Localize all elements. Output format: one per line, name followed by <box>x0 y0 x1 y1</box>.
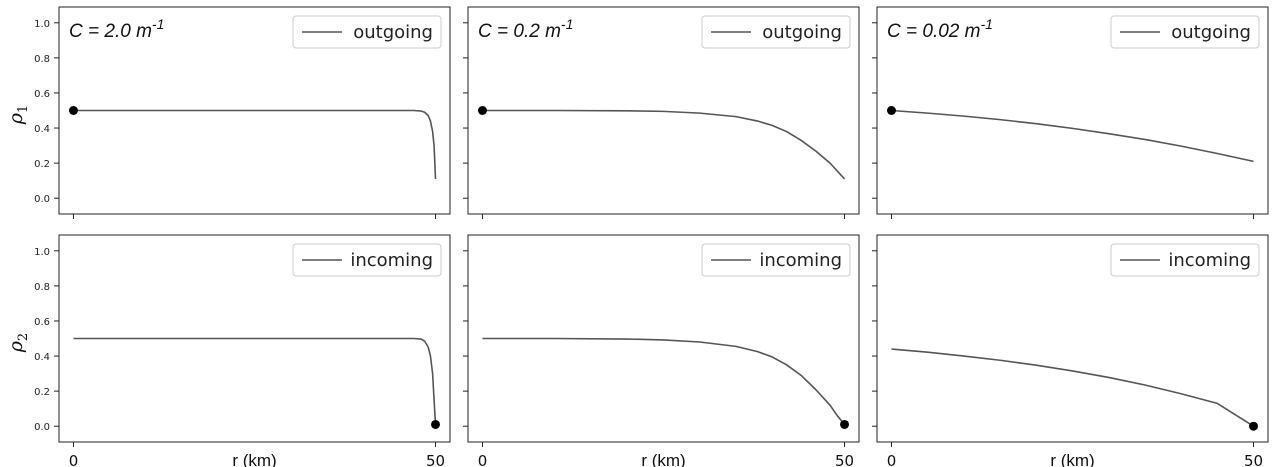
legend-label: incoming <box>759 250 842 271</box>
boundary-point-marker <box>1249 421 1259 431</box>
y-tick-label: 0.0 <box>34 422 50 433</box>
y-axis-label-symbol: ρ <box>5 112 27 125</box>
x-tick-label: 50 <box>426 452 445 467</box>
axes-frame <box>876 6 1269 215</box>
boundary-point-marker <box>886 106 896 115</box>
legend-label: outgoing <box>762 22 842 43</box>
subplot-r0c2: C = 0.02 m-1 outgoing <box>872 6 1269 219</box>
legend-box <box>1110 15 1260 49</box>
y-axis-label-symbol: ρ <box>5 340 27 353</box>
legend-box <box>1110 243 1260 277</box>
y-tick-label: 1.0 <box>34 19 50 30</box>
legend: outgoing <box>1110 15 1260 49</box>
y-axis-label: ρ1 <box>5 105 31 125</box>
series-line <box>891 109 1254 163</box>
y-tick-label: 0.0 <box>34 194 50 205</box>
axes-frame <box>58 6 451 215</box>
subplot-r0c1: C = 0.2 m-1 outgoing <box>463 6 860 219</box>
subplot-r1c1: 0 50 r (km) incoming <box>463 234 860 467</box>
legend-label: incoming <box>350 250 433 271</box>
boundary-point-marker <box>840 419 850 429</box>
y-tick-label: 0.8 <box>34 54 50 65</box>
legend-box <box>701 15 851 49</box>
series-line <box>482 109 846 180</box>
legend: outgoing <box>701 15 851 49</box>
boundary-point-marker <box>431 419 441 429</box>
x-axis-label: r (km) <box>232 451 276 467</box>
x-tick-label: 50 <box>835 452 854 467</box>
legend-box <box>701 243 851 277</box>
axes-frame <box>876 234 1269 443</box>
annotation-main: C = 0.02 m <box>887 21 980 42</box>
x-tick-label: 50 <box>1244 452 1263 467</box>
boundary-point-marker <box>68 106 78 115</box>
y-tick-label: 0.4 <box>34 124 50 135</box>
boundary-point-marker <box>477 106 487 115</box>
parameter-annotation: C = 0.02 m-1 <box>887 16 993 42</box>
x-tick-label: 0 <box>69 452 79 467</box>
axes-frame <box>58 234 451 443</box>
axes-frame <box>467 234 860 443</box>
x-axis-label: r (km) <box>641 451 685 467</box>
y-axis-label-subscript: 2 <box>16 333 31 341</box>
parameter-annotation: C = 0.2 m-1 <box>478 16 573 42</box>
y-tick-label: 1.0 <box>34 247 50 258</box>
subplot-r1c2: 0 50 r (km) incoming <box>872 234 1269 467</box>
parameter-annotation: C = 2.0 m-1 <box>69 16 164 42</box>
legend-label: incoming <box>1168 250 1251 271</box>
subplot-r1c0: 0.0 0.2 0.4 0.6 0.8 1.0 0 50 r (km) ρ2 incoming <box>5 234 451 467</box>
x-tick-label: 0 <box>887 452 897 467</box>
y-tick-label: 0.2 <box>34 159 50 170</box>
annotation-superscript: -1 <box>980 16 992 32</box>
y-tick-label: 0.6 <box>34 89 50 100</box>
legend-label: outgoing <box>353 22 433 43</box>
annotation-superscript: -1 <box>152 16 164 32</box>
y-tick-label: 0.4 <box>34 352 50 363</box>
annotation-main: C = 2.0 m <box>69 21 152 42</box>
axes-frame <box>467 6 860 215</box>
y-tick-label: 0.8 <box>34 282 50 293</box>
subplot-r0c0: 0.0 0.2 0.4 0.6 0.8 1.0 ρ1 C = 2.0 m-1 outgoing <box>5 6 451 219</box>
legend-box <box>292 15 442 49</box>
series-line <box>891 348 1254 427</box>
legend-box <box>292 243 442 277</box>
legend: incoming <box>701 243 851 277</box>
x-tick-label: 0 <box>478 452 488 467</box>
series-line <box>73 337 437 425</box>
legend: outgoing <box>292 15 442 49</box>
y-tick-label: 0.2 <box>34 387 50 398</box>
legend: incoming <box>292 243 442 277</box>
y-tick-label: 0.6 <box>34 317 50 328</box>
x-axis-label: r (km) <box>1050 451 1094 467</box>
series-line <box>482 337 846 425</box>
legend-label: outgoing <box>1171 22 1251 43</box>
legend: incoming <box>1110 243 1260 277</box>
annotation-main: C = 0.2 m <box>478 21 561 42</box>
y-axis-label-subscript: 1 <box>16 105 31 113</box>
series-line <box>73 109 437 179</box>
annotation-superscript: -1 <box>561 16 573 32</box>
y-axis-label: ρ2 <box>5 333 31 353</box>
